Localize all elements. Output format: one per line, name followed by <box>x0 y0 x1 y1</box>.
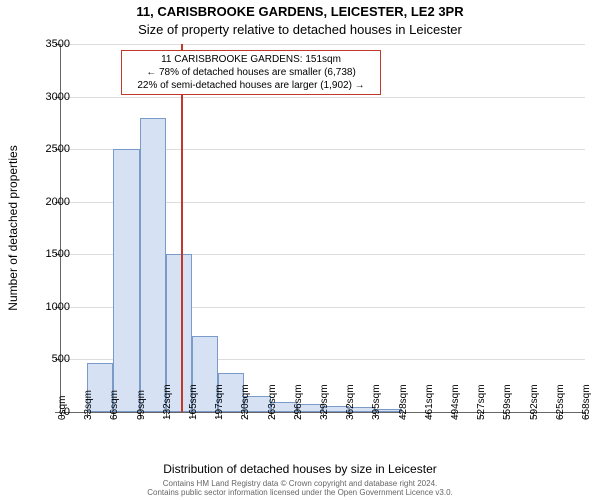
x-tick-label: 329sqm <box>319 384 330 420</box>
y-tick-label: 3000 <box>30 91 70 103</box>
x-axis-label: Distribution of detached houses by size … <box>0 462 600 476</box>
gridline <box>61 97 585 98</box>
x-tick-label: 0sqm <box>57 396 68 420</box>
x-tick-label: 527sqm <box>476 384 487 420</box>
chart-container: 11, CARISBROOKE GARDENS, LEICESTER, LE2 … <box>0 0 600 500</box>
x-tick-label: 428sqm <box>398 384 409 420</box>
footer-line2: Contains public sector information licen… <box>0 488 600 498</box>
gridline <box>61 44 585 45</box>
x-tick-label: 33sqm <box>83 390 94 420</box>
x-tick-label: 461sqm <box>424 384 435 420</box>
x-tick-label: 625sqm <box>555 384 566 420</box>
x-tick-label: 263sqm <box>267 384 278 420</box>
y-tick-label: 2000 <box>30 196 70 208</box>
y-tick-label: 2500 <box>30 143 70 155</box>
y-tick-label: 500 <box>30 353 70 365</box>
plot-area: 11 CARISBROOKE GARDENS: 151sqm ← 78% of … <box>60 44 585 413</box>
y-tick-label: 3500 <box>30 38 70 50</box>
x-tick-label: 658sqm <box>581 384 592 420</box>
x-tick-label: 296sqm <box>293 384 304 420</box>
annotation-line1: 11 CARISBROOKE GARDENS: 151sqm <box>126 53 376 66</box>
x-tick-label: 592sqm <box>529 384 540 420</box>
histogram-bar <box>140 118 166 412</box>
x-tick-label: 165sqm <box>188 384 199 420</box>
x-tick-label: 230sqm <box>240 384 251 420</box>
histogram-bar <box>113 149 139 412</box>
footer-line1: Contains HM Land Registry data © Crown c… <box>0 479 600 489</box>
chart-subtitle: Size of property relative to detached ho… <box>0 22 600 37</box>
x-tick-label: 362sqm <box>345 384 356 420</box>
y-axis-label: Number of detached properties <box>6 145 20 310</box>
footer-attribution: Contains HM Land Registry data © Crown c… <box>0 479 600 498</box>
x-tick-label: 66sqm <box>109 390 120 420</box>
x-tick-label: 395sqm <box>371 384 382 420</box>
annotation-box: 11 CARISBROOKE GARDENS: 151sqm ← 78% of … <box>121 50 381 95</box>
y-tick-label: 1000 <box>30 301 70 313</box>
x-tick-label: 132sqm <box>162 384 173 420</box>
annotation-line3: 22% of semi-detached houses are larger (… <box>126 79 376 92</box>
x-tick-label: 559sqm <box>502 384 513 420</box>
x-tick-label: 197sqm <box>214 384 225 420</box>
x-tick-label: 99sqm <box>136 390 147 420</box>
y-tick-label: 1500 <box>30 248 70 260</box>
x-tick-label: 494sqm <box>450 384 461 420</box>
chart-title-address: 11, CARISBROOKE GARDENS, LEICESTER, LE2 … <box>0 4 600 19</box>
property-marker-line <box>181 44 183 412</box>
annotation-line2: ← 78% of detached houses are smaller (6,… <box>126 66 376 79</box>
